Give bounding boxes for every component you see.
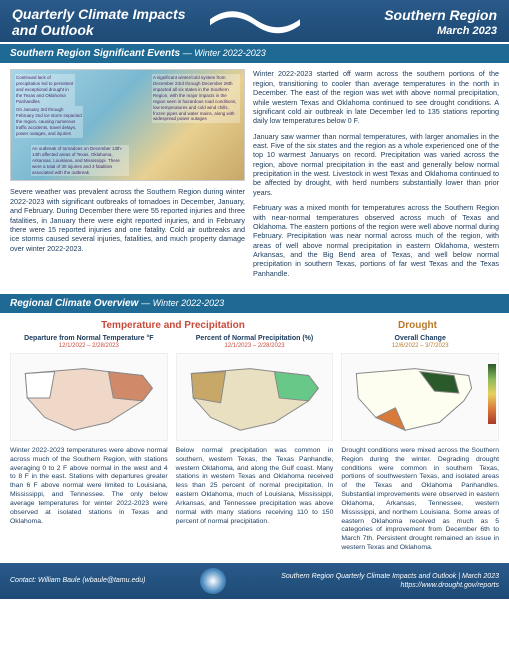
temp-precip-title: Temperature and Precipitation [10,319,336,332]
footer-banner: Contact: William Baule (wbaule@tamu.edu)… [0,563,509,599]
col-temperature: Departure from Normal Temperature °F 12/… [10,334,168,553]
significant-events-body: Continued lack of precipitation led to p… [0,63,509,292]
overview-columns: Departure from Normal Temperature °F 12/… [10,334,499,553]
col-drought: Overall Change 12/6/2022 – 3/7/2023 Drou… [341,334,499,553]
wave-icon [210,0,300,42]
drought-change-map [341,353,499,441]
precipitation-pct-map [176,353,334,441]
doc-title: Quarterly Climate Impacts and Outlook [12,6,186,38]
title-line1: Quarterly Climate Impacts [12,6,186,22]
section2-sub: — Winter 2022-2023 [141,298,224,308]
region-name: Southern Region [384,6,497,24]
para-r1: Winter 2022-2023 started off warm across… [253,69,499,125]
col3-text: Drought conditions were mixed across the… [341,447,499,553]
header-banner: Quarterly Climate Impacts and Outlook So… [0,0,509,42]
col1-dates: 12/1/2022 – 2/28/2023 [10,343,168,351]
temperature-anomaly-map [10,353,168,441]
para-r3: February was a mixed month for temperatu… [253,203,499,278]
section-bar-events: Southern Region Significant Events — Win… [0,44,509,63]
col-precipitation: Percent of Normal Precipitation (%) 12/1… [176,334,334,553]
section1-sub: — Winter 2022-2023 [183,48,266,58]
issue-date: March 2023 [384,24,497,38]
para-r2: January saw warmer than normal temperatu… [253,132,499,198]
col3-subtitle: Overall Change [341,334,499,343]
footer-contact: Contact: William Baule (wbaule@tamu.edu) [10,576,145,585]
drought-map-svg [342,354,498,440]
section2-title: Regional Climate Overview [10,298,138,309]
title-line2: and Outlook [12,22,186,38]
overview-category-titles: Temperature and Precipitation Drought [10,319,499,332]
map-annot-4: An outbreak of tornadoes on December 13t… [31,145,129,176]
contact-name: William Baule [38,577,80,584]
para-below-map: Severe weather was prevalent across the … [10,187,245,253]
drought-legend-icon [488,364,496,424]
overview-body: Temperature and Precipitation Drought De… [0,313,509,563]
col2-text: Below normal precipitation was common in… [176,447,334,526]
noaa-seal-icon [200,568,226,594]
map-annot-1: Continued lack of precipitation led to p… [15,74,75,105]
col1-text: Winter 2022-2023 temperatures were above… [10,447,168,526]
map-annot-2: On January 3rd through February 2nd ice … [15,106,83,137]
temp-map-svg [11,354,167,440]
precip-map-svg [177,354,333,440]
drought-title: Drought [336,319,499,332]
section-bar-overview: Regional Climate Overview — Winter 2022-… [0,294,509,313]
footer-right: Southern Region Quarterly Climate Impact… [281,572,499,590]
events-map: Continued lack of precipitation led to p… [10,69,245,181]
contact-label: Contact: [10,577,36,584]
col2-subtitle: Percent of Normal Precipitation (%) [176,334,334,343]
events-left-column: Continued lack of precipitation led to p… [10,69,245,284]
footer-url: https://www.drought.gov/reports [281,581,499,590]
col2-dates: 12/1/2023 – 2/28/2023 [176,343,334,351]
contact-email: (wbaule@tamu.edu) [82,577,145,584]
section1-title: Southern Region Significant Events [10,48,180,59]
footer-org-line: Southern Region Quarterly Climate Impact… [281,572,499,581]
col3-dates: 12/6/2022 – 3/7/2023 [341,343,499,351]
map-annot-3: A significant winter/cold system from De… [152,74,240,123]
col1-subtitle: Departure from Normal Temperature °F [10,334,168,343]
events-right-column: Winter 2022-2023 started off warm across… [253,69,499,284]
header-right: Southern Region March 2023 [384,6,497,38]
